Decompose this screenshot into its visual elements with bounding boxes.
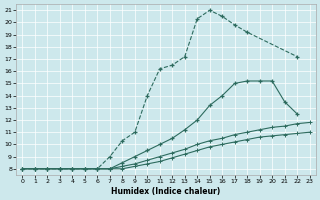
X-axis label: Humidex (Indice chaleur): Humidex (Indice chaleur) xyxy=(111,187,221,196)
